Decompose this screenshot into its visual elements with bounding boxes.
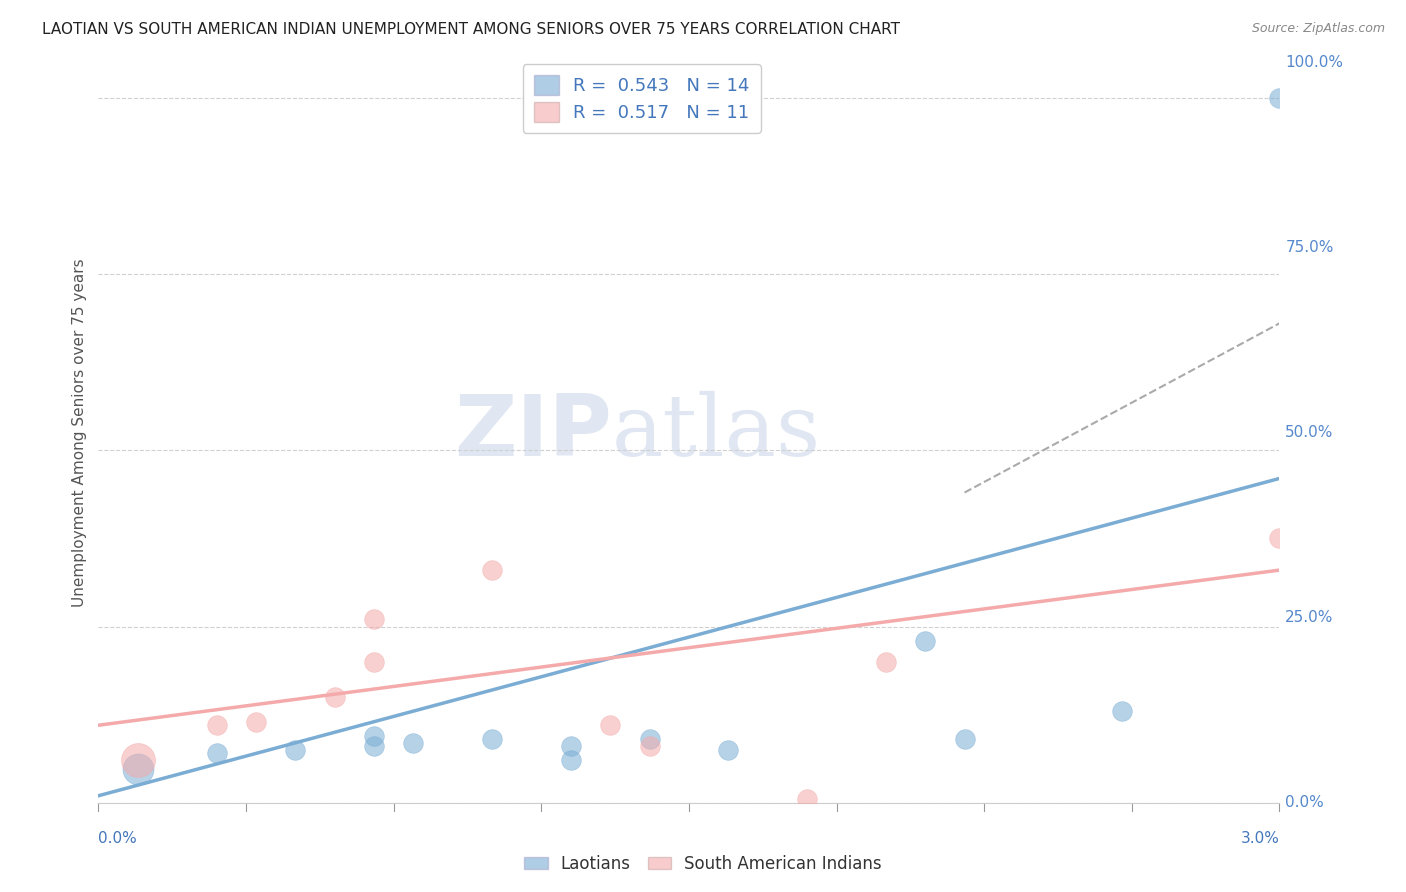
Point [481,732,503,747]
Point [796,792,818,806]
Text: 3.0%: 3.0% [1240,831,1279,846]
Point [205,747,228,761]
Point [363,612,385,626]
Point [284,743,307,757]
Point [717,743,740,757]
Text: 75.0%: 75.0% [1285,240,1334,255]
Point [127,754,149,768]
Point [1111,704,1133,718]
Text: 25.0%: 25.0% [1285,610,1334,625]
Point [481,563,503,577]
Y-axis label: Unemployment Among Seniors over 75 years: Unemployment Among Seniors over 75 years [72,259,87,607]
Legend: Laotians, South American Indians: Laotians, South American Indians [517,848,889,880]
Point [323,690,346,704]
Point [363,655,385,669]
Text: 0.0%: 0.0% [98,831,138,846]
Point [363,739,385,754]
Point [875,655,897,669]
Legend: R =  0.543   N = 14, R =  0.517   N = 11: R = 0.543 N = 14, R = 0.517 N = 11 [523,64,761,133]
Point [127,762,149,776]
Text: atlas: atlas [612,391,821,475]
Point [638,739,661,754]
Point [638,732,661,747]
Point [1268,91,1291,105]
Point [599,718,621,732]
Point [363,729,385,743]
Point [560,754,582,768]
Text: 50.0%: 50.0% [1285,425,1334,440]
Point [560,739,582,754]
Point [205,718,228,732]
Text: 0.0%: 0.0% [1285,796,1324,810]
Point [953,732,976,747]
Text: 100.0%: 100.0% [1285,55,1343,70]
Point [402,736,425,750]
Text: ZIP: ZIP [454,391,612,475]
Point [914,633,936,648]
Text: Source: ZipAtlas.com: Source: ZipAtlas.com [1251,22,1385,36]
Text: LAOTIAN VS SOUTH AMERICAN INDIAN UNEMPLOYMENT AMONG SENIORS OVER 75 YEARS CORREL: LAOTIAN VS SOUTH AMERICAN INDIAN UNEMPLO… [42,22,900,37]
Point [1268,532,1291,546]
Point [245,714,267,729]
